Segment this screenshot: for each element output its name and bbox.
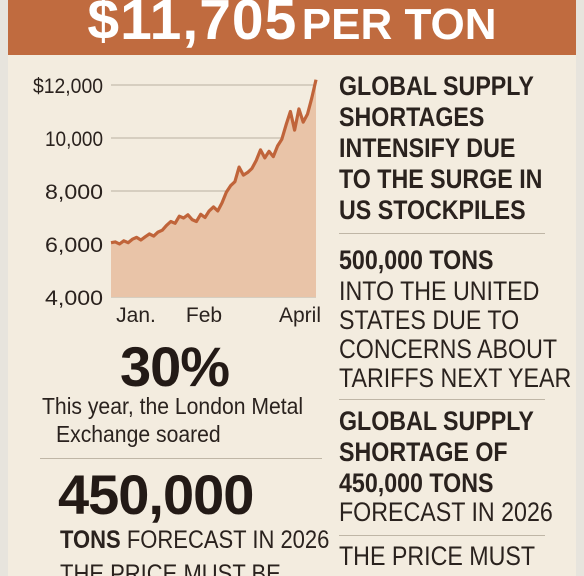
y-tick-label: 4,000	[45, 287, 103, 310]
right-stat-500000: 500,000 TONS	[339, 245, 494, 275]
price-area	[111, 79, 316, 297]
right-divider-1	[339, 233, 545, 234]
x-tick-label: Feb	[186, 304, 222, 327]
y-tick-label: 10,000	[45, 128, 103, 151]
stat-30-caption-line2: Exchange soared	[56, 421, 221, 447]
stat-30-percent: 30%	[120, 335, 230, 398]
right-heading-2-line1: GLOBAL SUPPLY	[339, 406, 534, 436]
right-divider-2	[339, 399, 545, 400]
right-stat-text-line3: CONCERNS ABOUT	[339, 334, 558, 364]
y-tick-label: 8,000	[45, 181, 103, 204]
price-line	[110, 79, 318, 246]
right-heading-2-line2: SHORTAGE OF	[339, 437, 508, 467]
price-chart: $12,000 10,000 8,000 6,000 4,000 Jan. Feb April	[33, 75, 321, 327]
right-bottom-cut-text: THE PRICE MUST	[339, 541, 536, 571]
right-stat-text-line4: TARIFFS NEXT YEAR	[339, 363, 572, 393]
headline-text: $11,705 PER TON	[8, 0, 576, 53]
left-bottom-cut-text: THE PRICE MUST BE	[60, 560, 281, 576]
headline-unit: PER TON	[301, 0, 497, 49]
x-tick-label: Jan.	[116, 304, 156, 327]
right-heading-1-line3: INTENSIFY DUE	[339, 133, 516, 163]
right-heading-2-tail: FORECAST IN 2026	[339, 497, 553, 527]
headline-banner: $11,705 PER TON	[8, 0, 576, 55]
right-stat-text-line2: STATES DUE TO	[339, 305, 520, 335]
stat-450000-rest: FORECAST IN 2026	[120, 526, 330, 554]
stat-30-caption-line1: This year, the London Metal	[42, 393, 304, 419]
stat-450000-bold: TONS	[60, 526, 121, 554]
right-stat-text-line1: INTO THE UNITED	[339, 276, 540, 306]
y-tick-label: 6,000	[45, 234, 103, 257]
right-divider-3	[339, 535, 545, 536]
x-tick-label: April	[279, 304, 321, 327]
right-heading-1-line5: US STOCKPILES	[339, 195, 526, 225]
right-heading-2-line3: 450,000 TONS	[339, 468, 494, 498]
y-tick-label: $12,000	[33, 75, 103, 98]
left-divider	[40, 458, 322, 459]
headline-amount: $11,705	[87, 0, 298, 52]
stat-450000: 450,000	[58, 463, 254, 526]
infographic-card: $11,705 PER TON $12,000 10,000 8,000 6,000 4…	[8, 0, 576, 576]
right-heading-1-line1: GLOBAL SUPPLY	[339, 71, 534, 101]
right-heading-1-line4: TO THE SURGE IN	[339, 164, 543, 194]
stat-450000-caption: TONS FORECAST IN 2026	[60, 526, 329, 555]
right-heading-1-line2: SHORTAGES	[339, 102, 485, 132]
